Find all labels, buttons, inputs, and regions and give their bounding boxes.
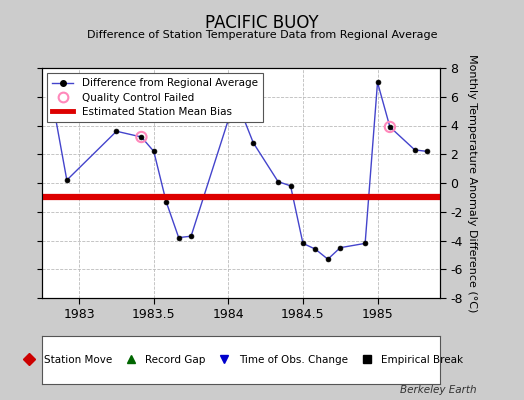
Point [236,108,245,114]
Point [386,124,394,130]
Text: Difference of Station Temperature Data from Regional Average: Difference of Station Temperature Data f… [87,30,437,40]
Legend: Station Move, Record Gap, Time of Obs. Change, Empirical Break: Station Move, Record Gap, Time of Obs. C… [16,352,466,368]
Text: Berkeley Earth: Berkeley Earth [400,385,477,395]
Point [50,108,59,114]
Y-axis label: Monthly Temperature Anomaly Difference (°C): Monthly Temperature Anomaly Difference (… [467,54,477,312]
Legend: Difference from Regional Average, Quality Control Failed, Estimated Station Mean: Difference from Regional Average, Qualit… [47,73,263,122]
Point [137,134,146,140]
Text: PACIFIC BUOY: PACIFIC BUOY [205,14,319,32]
